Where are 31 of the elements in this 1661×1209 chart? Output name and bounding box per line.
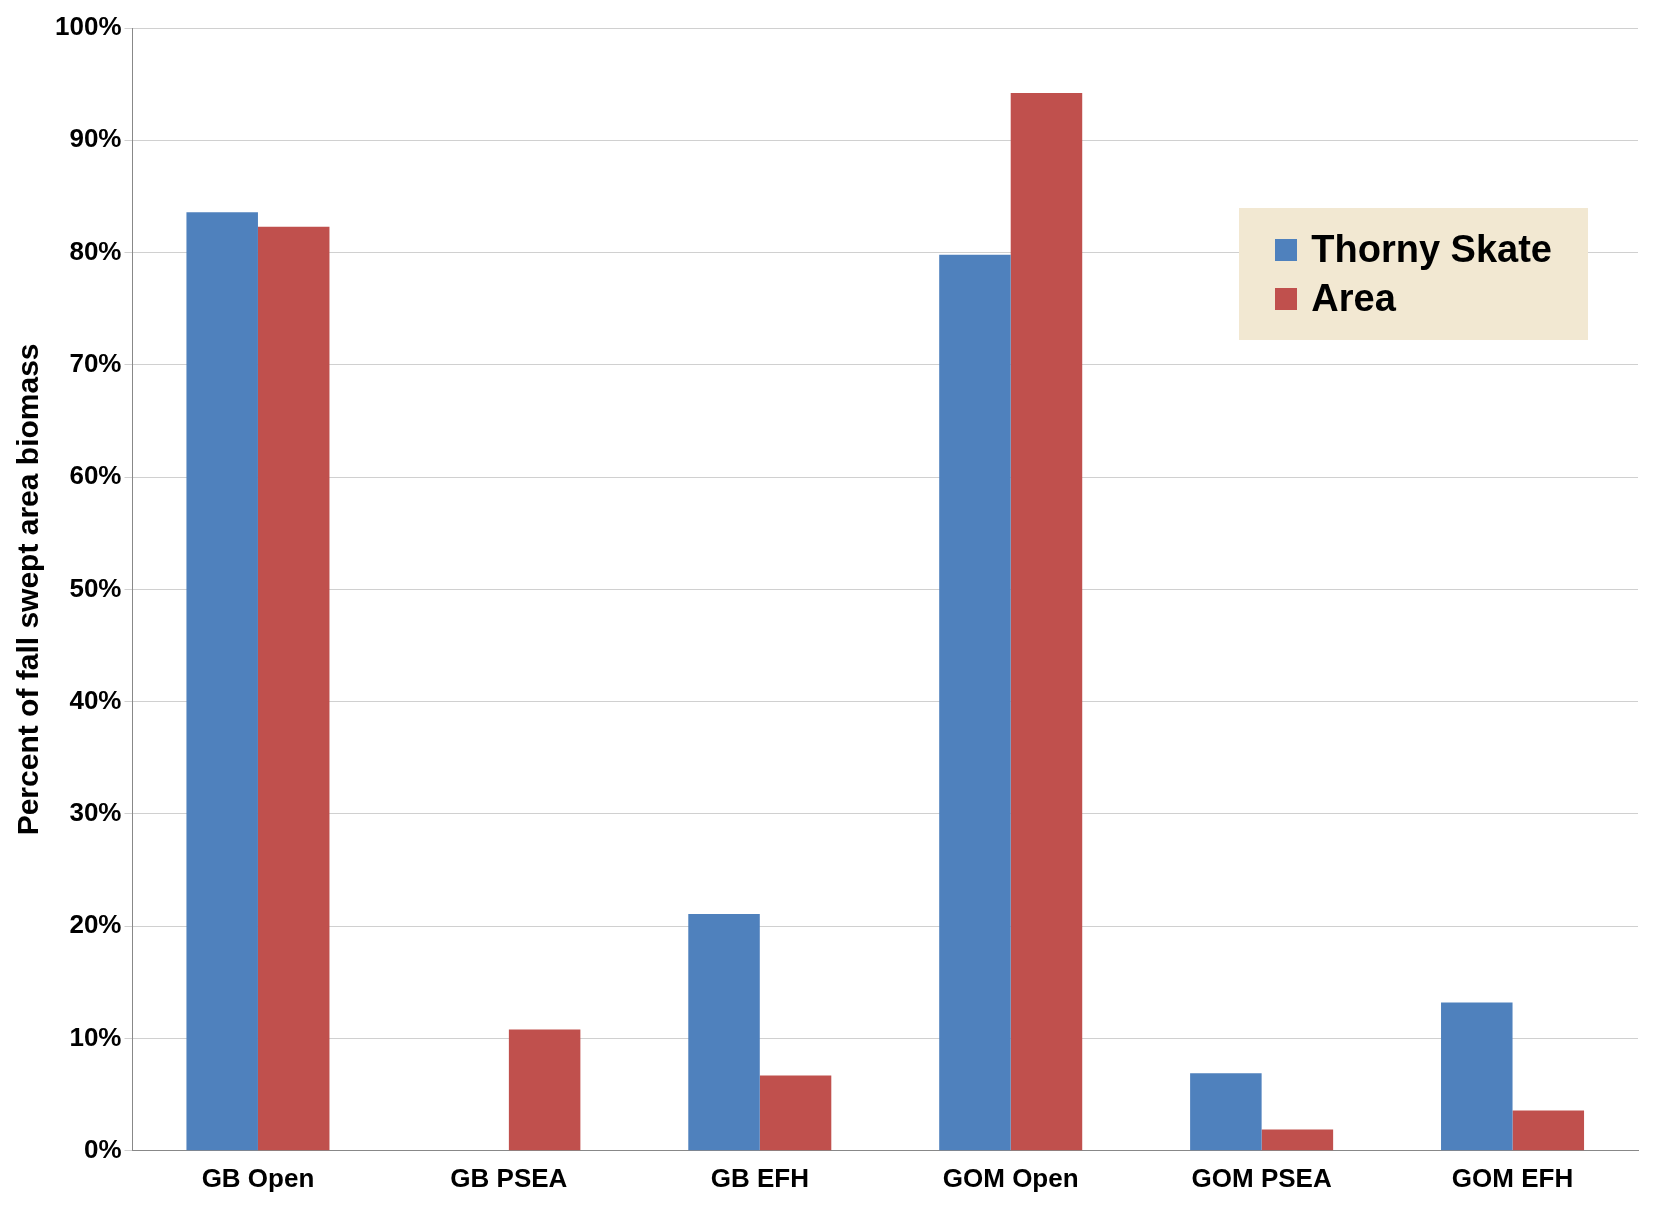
bar (257, 226, 330, 1151)
y-tick-label: 30% (69, 797, 122, 828)
x-tick-label: GOM Open (942, 1162, 1079, 1193)
y-tick-label: 20% (69, 909, 122, 940)
y-tick-label: 100% (55, 11, 122, 42)
y-tick-label: 70% (69, 348, 122, 379)
bar (759, 1075, 832, 1151)
y-tick-label: 40% (69, 684, 122, 715)
legend-label: Thorny Skate (1311, 228, 1552, 271)
legend-label: Area (1311, 277, 1396, 320)
bar (1261, 1129, 1334, 1151)
bar (1010, 93, 1083, 1151)
x-tick-label: GB PSEA (450, 1162, 568, 1193)
x-tick-label: GB EFH (710, 1162, 809, 1193)
bar (1190, 1073, 1262, 1151)
y-tick-label: 0% (83, 1133, 122, 1164)
bar (186, 212, 258, 1151)
bar (1441, 1002, 1513, 1151)
bar (688, 913, 760, 1151)
bar (939, 254, 1011, 1151)
x-tick-label: GOM PSEA (1191, 1162, 1332, 1193)
x-tick-label: GOM EFH (1451, 1162, 1574, 1193)
x-tick-label: GB Open (201, 1162, 315, 1193)
y-axis-title: Percent of fall swept area biomass (11, 343, 45, 836)
y-tick-label: 90% (69, 123, 122, 154)
bar (1512, 1110, 1585, 1151)
y-tick-label: 50% (69, 572, 122, 603)
bar (508, 1029, 581, 1151)
y-tick-label: 10% (69, 1021, 122, 1052)
y-tick-label: 80% (69, 235, 122, 266)
y-tick-label: 60% (69, 460, 122, 491)
